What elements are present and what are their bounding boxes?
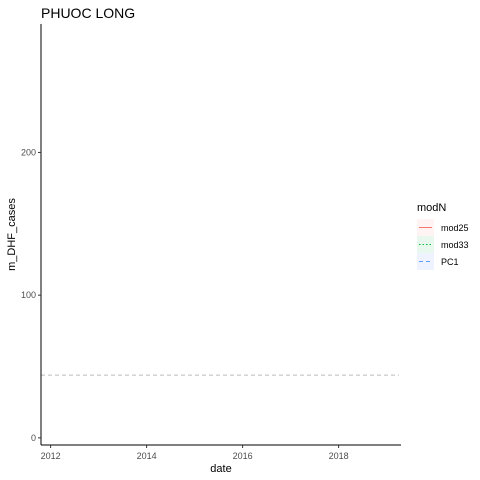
legend-label: PC1 <box>441 257 459 267</box>
plot-area: 0 100 200 2012 2014 2016 2018 <box>21 24 401 461</box>
chart-title: PHUOC LONG <box>41 5 135 21</box>
legend-key <box>417 253 434 270</box>
x-tick-label: 2012 <box>41 451 61 461</box>
legend-title: modN <box>417 202 446 214</box>
x-tick-label: 2014 <box>137 451 157 461</box>
legend-label: mod33 <box>441 240 469 250</box>
legend-item-pc1: PC1 <box>417 253 459 270</box>
y-tick-label: 200 <box>21 147 36 157</box>
x-tick-label: 2016 <box>233 451 253 461</box>
legend-item-mod25: mod25 <box>417 219 469 236</box>
y-axis-title: m_DHF_cases <box>6 198 18 271</box>
legend-item-mod33: mod33 <box>417 236 469 253</box>
legend-label: mod25 <box>441 223 469 233</box>
legend-key <box>417 236 434 253</box>
y-tick-label: 0 <box>31 433 36 443</box>
legend-items: mod25 mod33 PC1 <box>417 219 469 270</box>
y-tick-label: 100 <box>21 290 36 300</box>
x-axis-ticks: 2012 2014 2016 2018 <box>41 445 349 461</box>
y-axis-ticks: 0 100 200 <box>21 147 41 443</box>
legend: modN mod25 mod33 PC1 <box>417 202 469 270</box>
x-tick-label: 2018 <box>329 451 349 461</box>
x-axis-title: date <box>210 463 231 475</box>
